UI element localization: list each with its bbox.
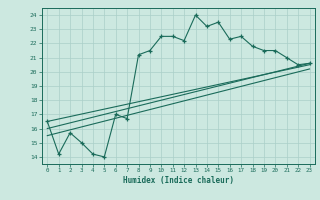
X-axis label: Humidex (Indice chaleur): Humidex (Indice chaleur) [123,176,234,185]
